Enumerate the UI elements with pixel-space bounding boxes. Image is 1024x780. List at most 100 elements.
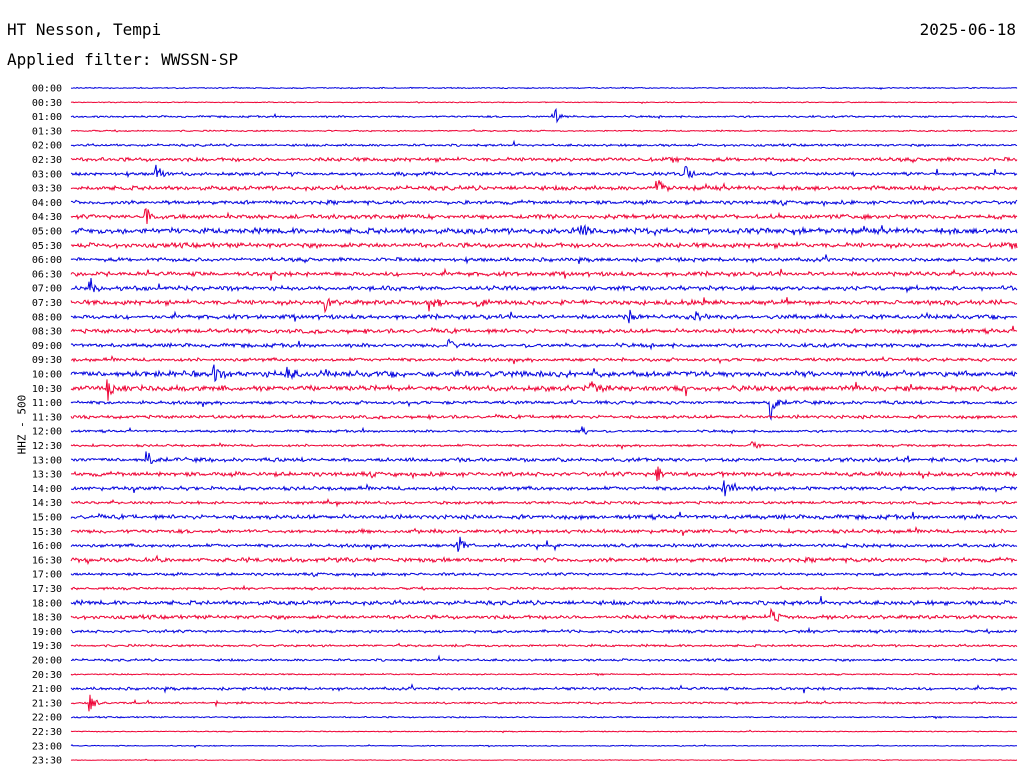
trace-line: [70, 694, 1018, 712]
row-label: 16:30: [32, 555, 62, 566]
trace-line: [70, 672, 1018, 677]
trace-line: [70, 100, 1018, 105]
row-label: 09:00: [32, 341, 62, 352]
row-label: 19:00: [32, 627, 62, 638]
row-label: 23:30: [32, 756, 62, 767]
row-label: 12:30: [32, 441, 62, 452]
trace-line: [70, 207, 1018, 225]
trace-line: [70, 107, 1018, 124]
filter-label: Applied filter: WWSSN-SP: [7, 50, 239, 69]
row-label: 14:00: [32, 484, 62, 495]
trace-line: [70, 278, 1018, 294]
row-label: 20:00: [32, 656, 62, 667]
row-label: 20:30: [32, 670, 62, 681]
row-label: 23:00: [32, 741, 62, 752]
trace-line: [70, 325, 1018, 336]
trace-line: [70, 440, 1018, 451]
trace-line: [70, 241, 1018, 250]
trace-line: [70, 536, 1018, 552]
row-label: 10:30: [32, 384, 62, 395]
trace-line: [70, 715, 1018, 720]
row-label: 15:30: [32, 527, 62, 538]
trace-line: [70, 729, 1018, 734]
row-label: 18:00: [32, 598, 62, 609]
trace-line: [70, 254, 1018, 265]
row-label: 13:30: [32, 470, 62, 481]
row-label: 08:30: [32, 327, 62, 338]
trace-line: [70, 364, 1018, 383]
row-label: 04:30: [32, 212, 62, 223]
trace-line: [70, 426, 1018, 435]
row-label: 06:00: [32, 255, 62, 266]
station-title: HT Nesson, Tempi: [7, 20, 162, 39]
row-label: 13:00: [32, 455, 62, 466]
row-label: 00:00: [32, 84, 62, 95]
row-label: 21:30: [32, 698, 62, 709]
row-label: 01:30: [32, 126, 62, 137]
trace-line: [70, 180, 1018, 193]
row-label: 22:30: [32, 727, 62, 738]
trace-line: [70, 338, 1018, 351]
row-label: 16:00: [32, 541, 62, 552]
row-label: 05:30: [32, 241, 62, 252]
trace-line: [70, 596, 1017, 607]
trace-line: [70, 758, 1018, 762]
row-label: 07:00: [32, 284, 62, 295]
trace-line: [70, 86, 1018, 91]
trace-line: [70, 607, 1018, 623]
row-label: 04:00: [32, 198, 62, 209]
trace-line: [70, 139, 1018, 148]
row-label: 00:30: [32, 98, 62, 109]
trace-line: [70, 164, 1018, 179]
row-label: 18:30: [32, 613, 62, 624]
trace-line: [70, 413, 1018, 421]
trace-line: [70, 480, 1018, 497]
trace-line: [70, 571, 1018, 578]
trace-line: [70, 309, 1018, 324]
row-label: 03:30: [32, 184, 62, 195]
trace-line: [71, 466, 1018, 482]
trace-line: [70, 743, 1017, 749]
trace-line: [70, 267, 1018, 281]
trace-line: [70, 199, 1018, 208]
row-label: 15:00: [32, 513, 62, 524]
row-label: 22:00: [32, 713, 62, 724]
trace-line: [70, 451, 1018, 464]
trace-line: [70, 155, 1018, 164]
row-label: 21:00: [32, 684, 62, 695]
plot-date: 2025-06-18: [919, 20, 1016, 39]
row-label: 11:00: [32, 398, 62, 409]
trace-line: [70, 511, 1018, 521]
trace-line: [71, 497, 1018, 508]
row-label: 19:30: [32, 641, 62, 652]
row-label: 17:30: [32, 584, 62, 595]
trace-line: [70, 224, 1018, 237]
trace-line: [70, 584, 1018, 591]
trace-line: [70, 398, 1018, 421]
row-label: 07:30: [32, 298, 62, 309]
trace-line: [70, 554, 1018, 566]
trace-line: [70, 654, 1018, 663]
row-label: 02:00: [32, 141, 62, 152]
trace-line: [70, 297, 1018, 314]
trace-line: [70, 128, 1018, 133]
row-label: 08:00: [32, 312, 62, 323]
row-label: 03:00: [32, 169, 62, 180]
trace-line: [70, 683, 1018, 694]
row-label: 11:30: [32, 412, 62, 423]
row-label: 02:30: [32, 155, 62, 166]
trace-line: [70, 525, 1018, 536]
row-label: 01:00: [32, 112, 62, 123]
row-label: 05:00: [32, 227, 62, 238]
trace-line: [70, 379, 1018, 401]
row-label: 14:30: [32, 498, 62, 509]
row-label: 09:30: [32, 355, 62, 366]
row-label: 10:00: [32, 370, 62, 381]
row-label: 17:00: [32, 570, 62, 581]
trace-line: [70, 355, 1017, 365]
trace-line: [70, 626, 1018, 635]
row-label: 12:00: [32, 427, 62, 438]
row-label: 06:30: [32, 269, 62, 280]
trace-line: [70, 642, 1018, 648]
